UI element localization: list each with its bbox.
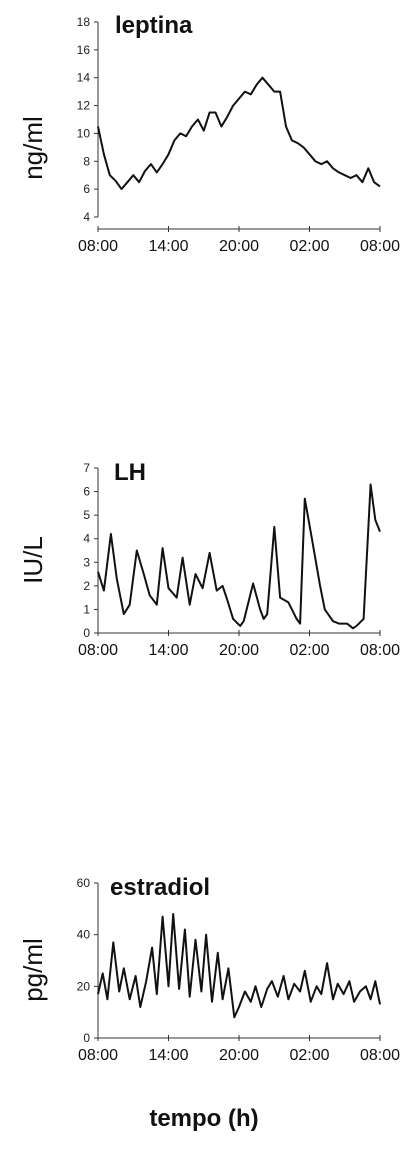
estradiol-xtick-label: 02:00 (289, 1047, 329, 1064)
estradiol-ytick-label: 40 (77, 928, 91, 942)
estradiol-xtick-label: 08:00 (360, 1047, 400, 1064)
leptina-xtick-label: 14:00 (148, 238, 188, 255)
lh-ylabel: IU/L (18, 536, 48, 584)
leptina-ytick-label: 6 (83, 182, 90, 196)
estradiol-xtick-label: 20:00 (219, 1047, 259, 1064)
leptina-series-line (97, 76, 381, 191)
leptina-title: leptina (115, 12, 193, 39)
leptina-xtick-label: 08:00 (360, 238, 400, 255)
estradiol-xtick-label: 08:00 (78, 1047, 118, 1064)
leptina-chart-panel: ng/ml leptina 4 6 8 10 12 14 16 18 08:00 14:00 20:… (0, 0, 408, 270)
lh-ytick-label: 0 (83, 626, 90, 640)
lh-ytick-label: 2 (83, 579, 90, 593)
lh-ytick-label: 7 (83, 461, 90, 475)
leptina-xtick-label: 20:00 (219, 238, 259, 255)
leptina-xtick-label: 02:00 (289, 238, 329, 255)
lh-xtick-label: 20:00 (219, 642, 259, 659)
leptina-ytick-label: 18 (77, 15, 91, 29)
lh-xtick-label: 08:00 (78, 642, 118, 659)
estradiol-chart-panel: pg/ml estradiol 0 20 40 60 08:00 14:00 20:00 02… (0, 870, 408, 1080)
leptina-ylabel: ng/ml (18, 116, 48, 180)
estradiol-ylabel: pg/ml (18, 938, 48, 1002)
leptina-chart: ng/ml leptina 4 6 8 10 12 14 16 18 08:00 14:00 20:… (18, 12, 400, 255)
leptina-ytick-label: 10 (77, 126, 91, 140)
lh-chart-panel: IU/L LH 0 1 2 3 4 5 6 7 08:00 14:00 20:00 02:00 08:0… (0, 450, 408, 680)
lh-ytick-label: 5 (83, 508, 90, 522)
lh-ytick-label: 1 (83, 602, 90, 616)
x-axis-label: tempo (h) (149, 1105, 259, 1132)
estradiol-ytick-label: 20 (77, 979, 91, 993)
leptina-ytick-label: 16 (77, 43, 91, 57)
lh-title: LH (114, 459, 146, 486)
estradiol-ytick-label: 0 (83, 1031, 90, 1045)
estradiol-chart: pg/ml estradiol 0 20 40 60 08:00 14:00 20:00 02… (18, 874, 400, 1064)
leptina-ytick-label: 8 (83, 154, 90, 168)
leptina-ytick-label: 12 (77, 99, 91, 113)
leptina-ytick-label: 14 (77, 71, 91, 85)
lh-series-line (97, 483, 381, 630)
leptina-ytick-label: 4 (83, 210, 90, 224)
estradiol-title: estradiol (110, 874, 210, 901)
estradiol-xtick-label: 14:00 (148, 1047, 188, 1064)
lh-ytick-label: 6 (83, 485, 90, 499)
lh-xtick-label: 14:00 (148, 642, 188, 659)
lh-xtick-label: 02:00 (289, 642, 329, 659)
estradiol-ytick-label: 60 (77, 876, 91, 890)
lh-ytick-label: 4 (83, 532, 90, 546)
lh-chart: IU/L LH 0 1 2 3 4 5 6 7 08:00 14:00 20:00 02:00 08:0… (18, 459, 400, 659)
leptina-xtick-label: 08:00 (78, 238, 118, 255)
lh-ytick-label: 3 (83, 555, 90, 569)
estradiol-series-line (97, 913, 381, 1019)
lh-xtick-label: 08:00 (360, 642, 400, 659)
